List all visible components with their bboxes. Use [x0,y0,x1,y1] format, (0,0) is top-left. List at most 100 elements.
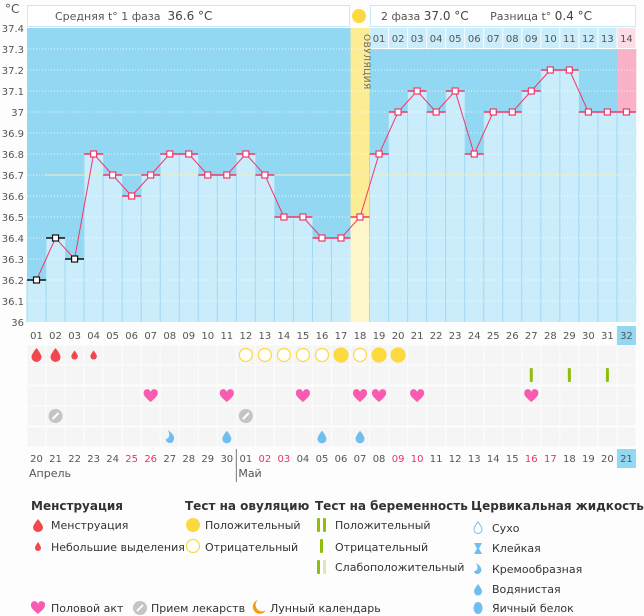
marker-cell [27,427,46,447]
marker-cell [217,365,236,385]
diff-label: Разница t° [490,10,552,23]
legend-ovulation-negative: Отрицательный [205,541,299,554]
column-above-3 [65,28,85,259]
column-above-13 [255,28,275,175]
marker-cell [560,406,579,426]
post-ovulation-cell [541,28,560,48]
temperature-chart: 01 02 03 04 05 06 07 08 09 10 11 12 13 14 37.4 37.3 37.2… [2,9,637,482]
legend-ovulation-test-title: Тест на овуляцию [185,499,310,513]
marker-cell [541,345,560,365]
marker-cell [465,406,484,426]
column-above-15 [293,28,313,217]
marker-cell [427,365,446,385]
y-tick-label: 36.3 [2,255,24,266]
ovulation-negative-icon [238,347,253,363]
column-above-5 [103,28,123,175]
marker-cell [579,365,598,385]
cycle-day-label: 04 [87,331,100,342]
column-above-12 [236,28,256,154]
creamy-fluid-icon [165,430,175,443]
marker-cell [103,345,122,365]
marker-cell [331,386,351,406]
temperature-point [394,108,402,116]
ovulation-negative-icon [257,347,272,363]
current-day-highlight [616,326,636,345]
marker-cell [65,365,84,385]
column-above-11 [217,28,237,175]
column-above-20 [388,49,408,112]
date-label: 11 [430,454,443,465]
marker-cell [579,406,598,426]
marker-cell [27,406,46,426]
marker-cell [484,345,503,365]
marker-cell [293,365,312,385]
legend-pregnancy-positive: Положительный [335,519,431,532]
legend-light-spotting: Небольшие выделения [51,541,185,554]
ovulation-sun-icon [352,9,366,23]
marker-cell [331,427,351,447]
marker-cell [427,406,446,426]
marker-cell [198,427,217,447]
post-ovulation-day-label: 06 [468,34,481,45]
column-fill-15 [293,217,313,322]
cycle-day-label: 23 [449,331,462,342]
marker-cell [408,365,427,385]
temperature-point [204,171,212,179]
post-ovulation-day-label: 10 [544,34,557,45]
month-label: Май [238,467,261,480]
marker-cell [122,427,141,447]
temperature-point [185,150,193,158]
watery-icon [474,584,482,596]
medication-pill-slash [51,412,60,420]
marker-cell [274,406,293,426]
pregnancy-positive-icon [317,518,326,532]
column-above-23 [445,49,465,91]
cycle-day-label: 09 [182,331,195,342]
ovulation-positive-icon [333,347,349,363]
cycle-day-label: 26 [506,331,519,342]
y-tick-label: 36.7 [2,171,24,182]
column-fill-12 [236,154,256,322]
cycle-day-label: 29 [563,331,576,342]
post-ovulation-cell [560,28,579,48]
marker-cell [541,427,560,447]
date-label: 06 [335,454,348,465]
marker-cell [389,427,408,447]
marker-cell [389,365,408,385]
intercourse-heart-icon [30,601,46,614]
y-tick-label: 36.2 [2,276,24,287]
marker-cell [427,427,446,447]
post-ovulation-day-label: 14 [620,34,633,45]
cycle-day-label: 06 [125,331,138,342]
column-above-24 [464,49,485,154]
post-ovulation-day-label: 01 [373,34,386,45]
temperature-point [223,171,231,179]
post-ovulation-day-label: 05 [449,34,462,45]
column-above-29 [559,49,580,70]
post-ovulation-cell [522,28,541,48]
post-ovulation-cell [408,28,427,48]
marker-cell [503,427,522,447]
marker-cell [160,345,179,365]
medication-pill-icon [133,601,147,615]
date-label: 09 [392,454,405,465]
post-ovulation-day-label: 08 [506,34,519,45]
phase1-label: Средняя t° 1 фаза [55,10,161,23]
date-label: 17 [544,454,557,465]
intercourse-heart-icon [295,389,311,402]
temperature-point [508,108,516,116]
marker-cell [389,386,408,406]
marker-cell [617,406,636,426]
cycle-day-label: 03 [68,331,81,342]
temperature-point [603,108,612,116]
current-date-highlight [616,449,636,468]
temperature-point [470,150,478,158]
post-ovulation-cell [598,28,617,48]
marker-cell [65,386,84,406]
cycle-day-label: 30 [582,331,595,342]
legend-medication: Прием лекарств [151,602,246,615]
phase2-label: 2 фаза [381,10,421,23]
marker-cell [484,427,503,447]
date-label: 07 [354,454,367,465]
